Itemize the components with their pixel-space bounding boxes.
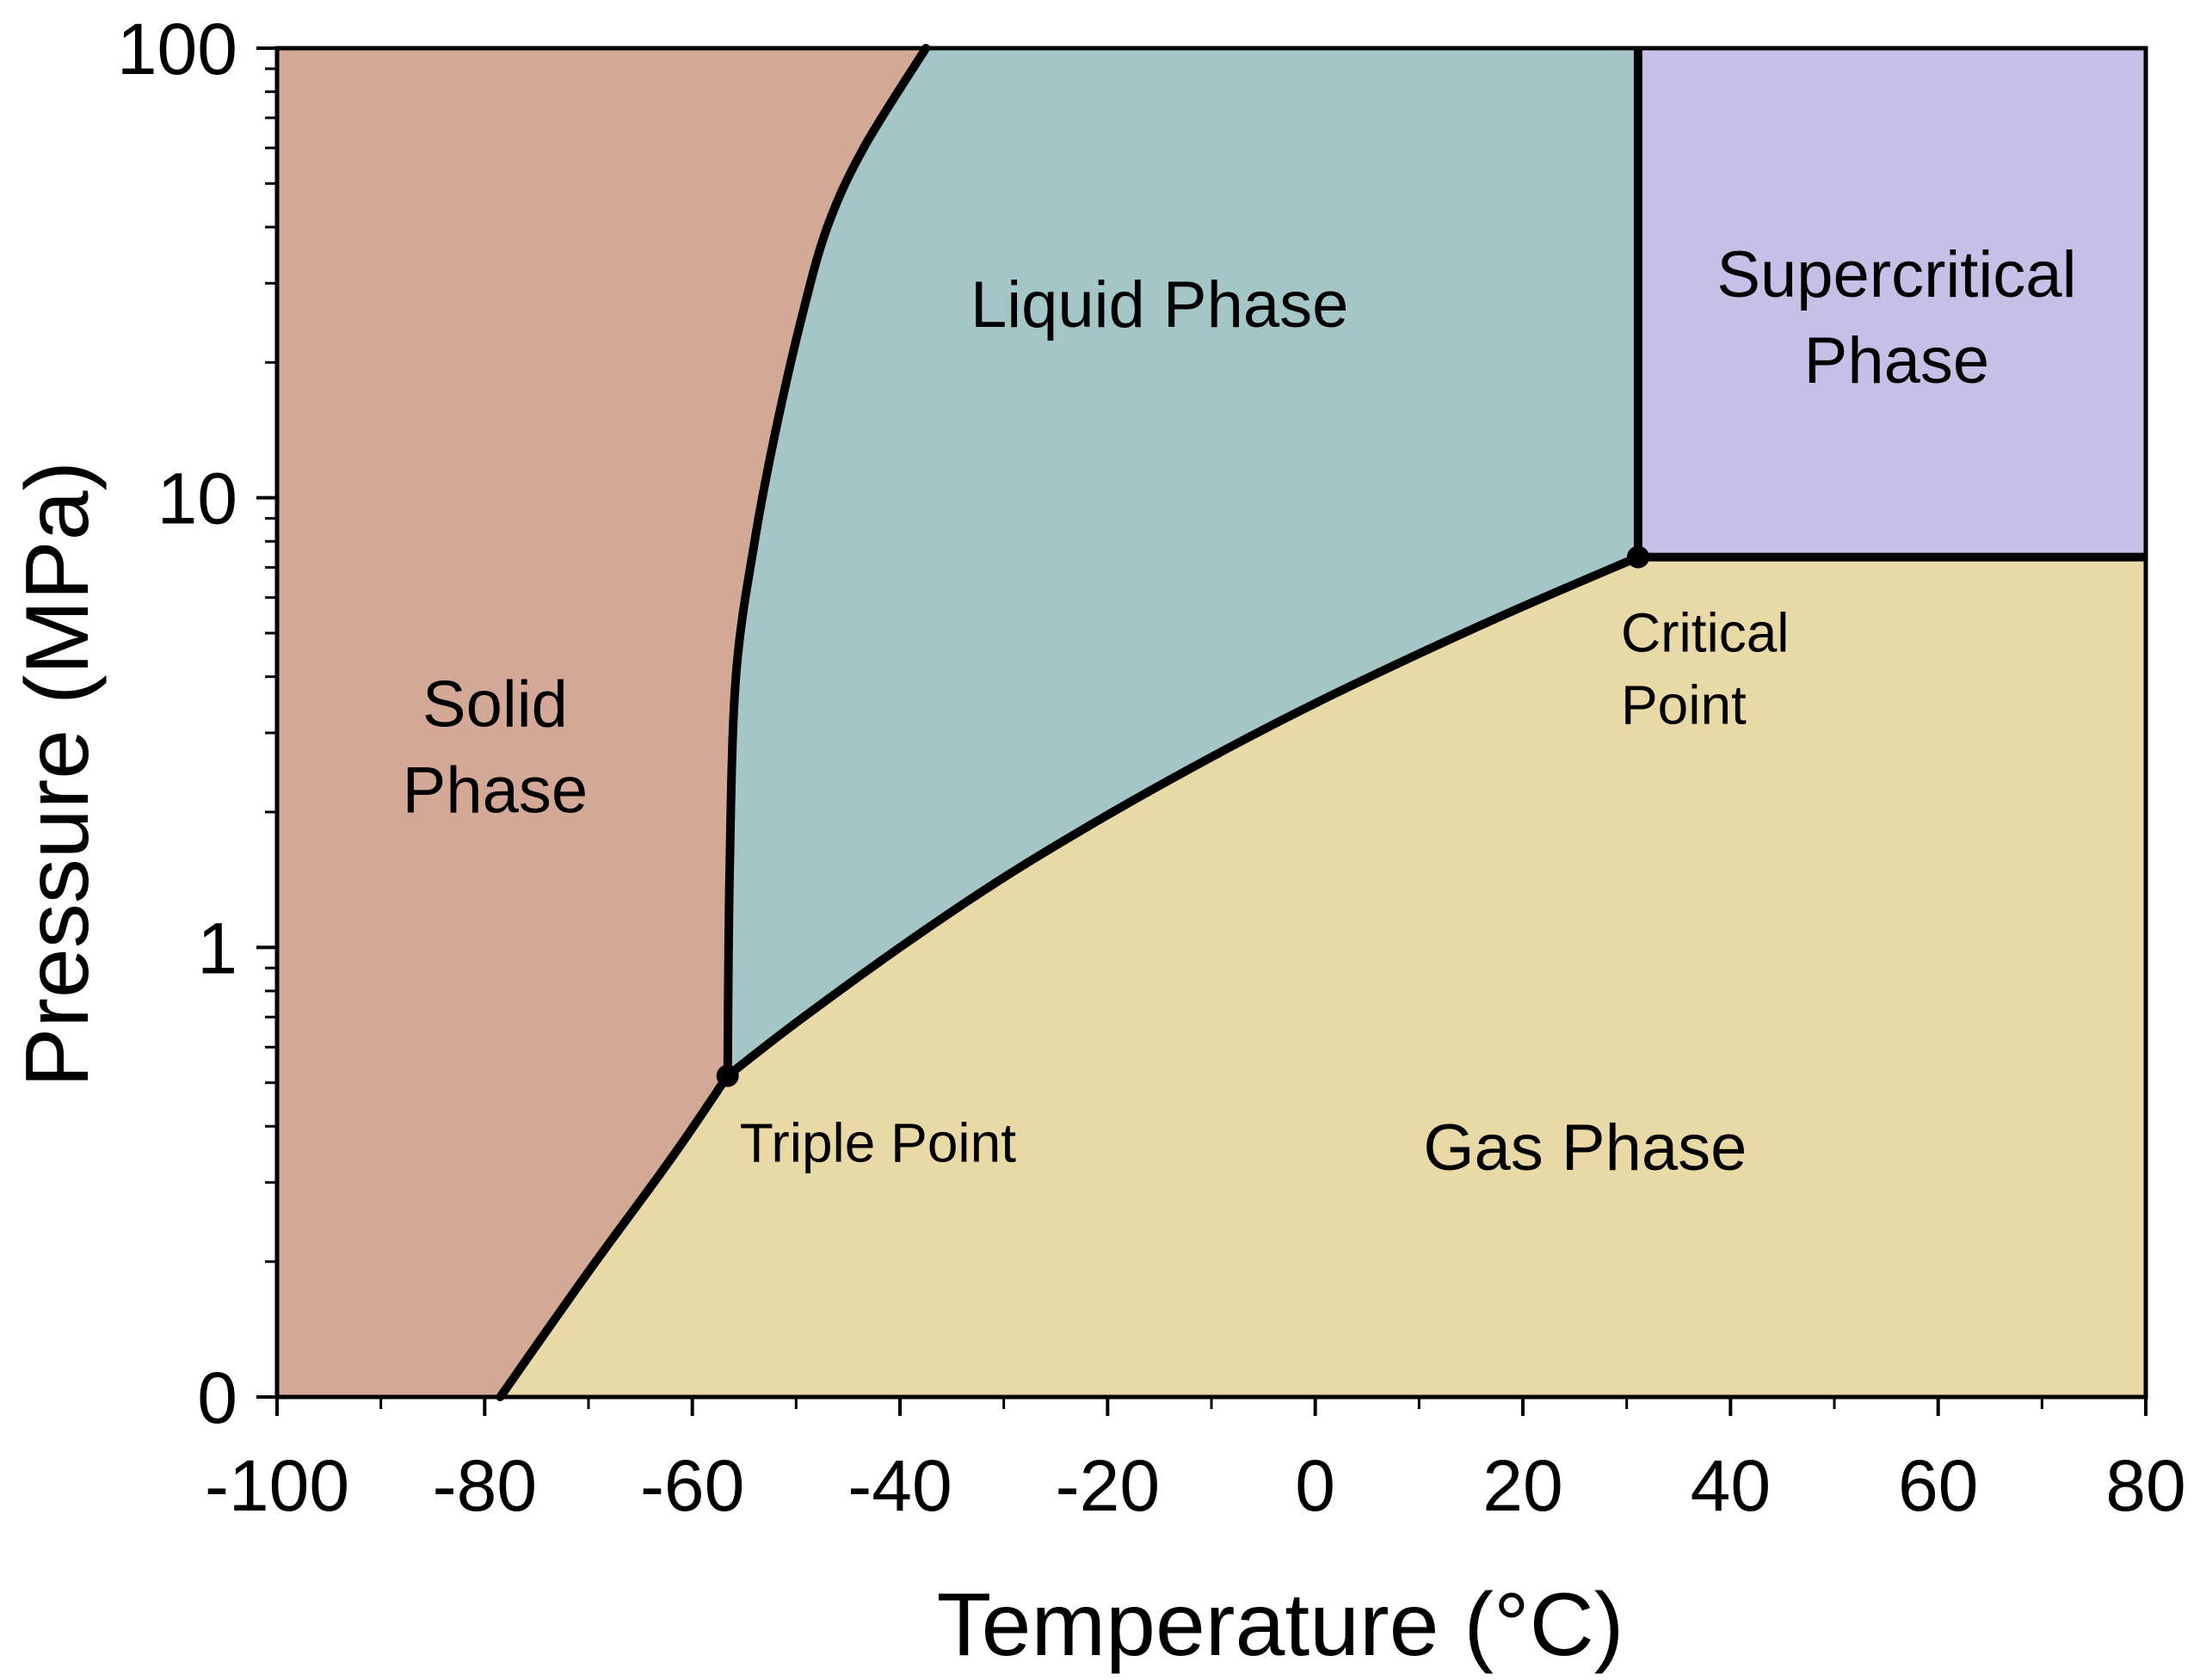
x-tick-label: 80 xyxy=(2105,1445,2185,1526)
phase-regions xyxy=(277,48,2146,1397)
region-labels: Solid Phase Liquid Phase Gas Phase Supercrit… xyxy=(403,238,2077,1185)
triple-point-label-line: Triple Point xyxy=(740,1112,1017,1174)
x-tick-label: 40 xyxy=(1691,1445,1771,1526)
vaporization-curve xyxy=(723,552,1642,1080)
x-tick-label: 20 xyxy=(1482,1445,1562,1526)
x-tick-label: -60 xyxy=(640,1445,744,1526)
critical-point-label-line: Point xyxy=(1621,674,1747,736)
solid-phase-label: Solid Phase xyxy=(403,668,589,828)
liquid-phase-region xyxy=(727,48,1638,1076)
liquid-phase-label-line: Liquid Phase xyxy=(971,268,1348,342)
x-tick-label: -40 xyxy=(847,1445,952,1526)
gas-phase-region xyxy=(500,557,2146,1397)
y-tick-label: 10 xyxy=(157,458,237,539)
triple-point-marker xyxy=(716,1064,739,1087)
liquid-phase-label: Liquid Phase xyxy=(971,268,1348,342)
supercritical-phase-label-line: Phase xyxy=(1804,324,1990,397)
supercritical-phase-region xyxy=(1637,48,2146,557)
x-tick-label: -80 xyxy=(433,1445,537,1526)
x-tick-label: 0 xyxy=(1295,1445,1335,1526)
triple-point-label: Triple Point xyxy=(740,1112,1017,1174)
melting-curve xyxy=(723,44,931,1080)
y-tick-label: 0 xyxy=(197,1357,237,1438)
axes: -100 -80 -60 -40 -20 0 20 40 60 80 0 1 10 100 xyxy=(117,9,2186,1526)
solid-phase-label-line: Phase xyxy=(403,754,589,828)
y-tick-label: 100 xyxy=(117,9,237,89)
solid-phase-label-line: Solid xyxy=(422,668,568,742)
critical-point-label: Critical Point xyxy=(1621,602,1790,736)
x-tick-label: 60 xyxy=(1898,1445,1978,1526)
gas-phase-label: Gas Phase xyxy=(1423,1111,1747,1185)
x-tick-label: -100 xyxy=(205,1445,349,1526)
solid-phase-region xyxy=(277,48,927,1397)
supercritical-phase-label: Supercritical Phase xyxy=(1716,238,2076,397)
gas-phase-label-line: Gas Phase xyxy=(1423,1111,1747,1185)
critical-point-marker xyxy=(1626,545,1649,569)
y-tick-label: 1 xyxy=(197,908,237,988)
sublimation-curve xyxy=(496,1071,732,1401)
critical-point-label-line: Critical xyxy=(1621,602,1790,664)
special-points: Triple Point Critical Point xyxy=(716,545,1790,1174)
supercritical-phase-label-line: Supercritical xyxy=(1716,238,2076,311)
phase-boundaries xyxy=(496,44,2146,1401)
x-tick-label: -20 xyxy=(1056,1445,1160,1526)
y-axis-title: Pressure (MPa) xyxy=(8,461,108,1087)
x-axis-title: Temperature (°C) xyxy=(937,1575,1624,1675)
